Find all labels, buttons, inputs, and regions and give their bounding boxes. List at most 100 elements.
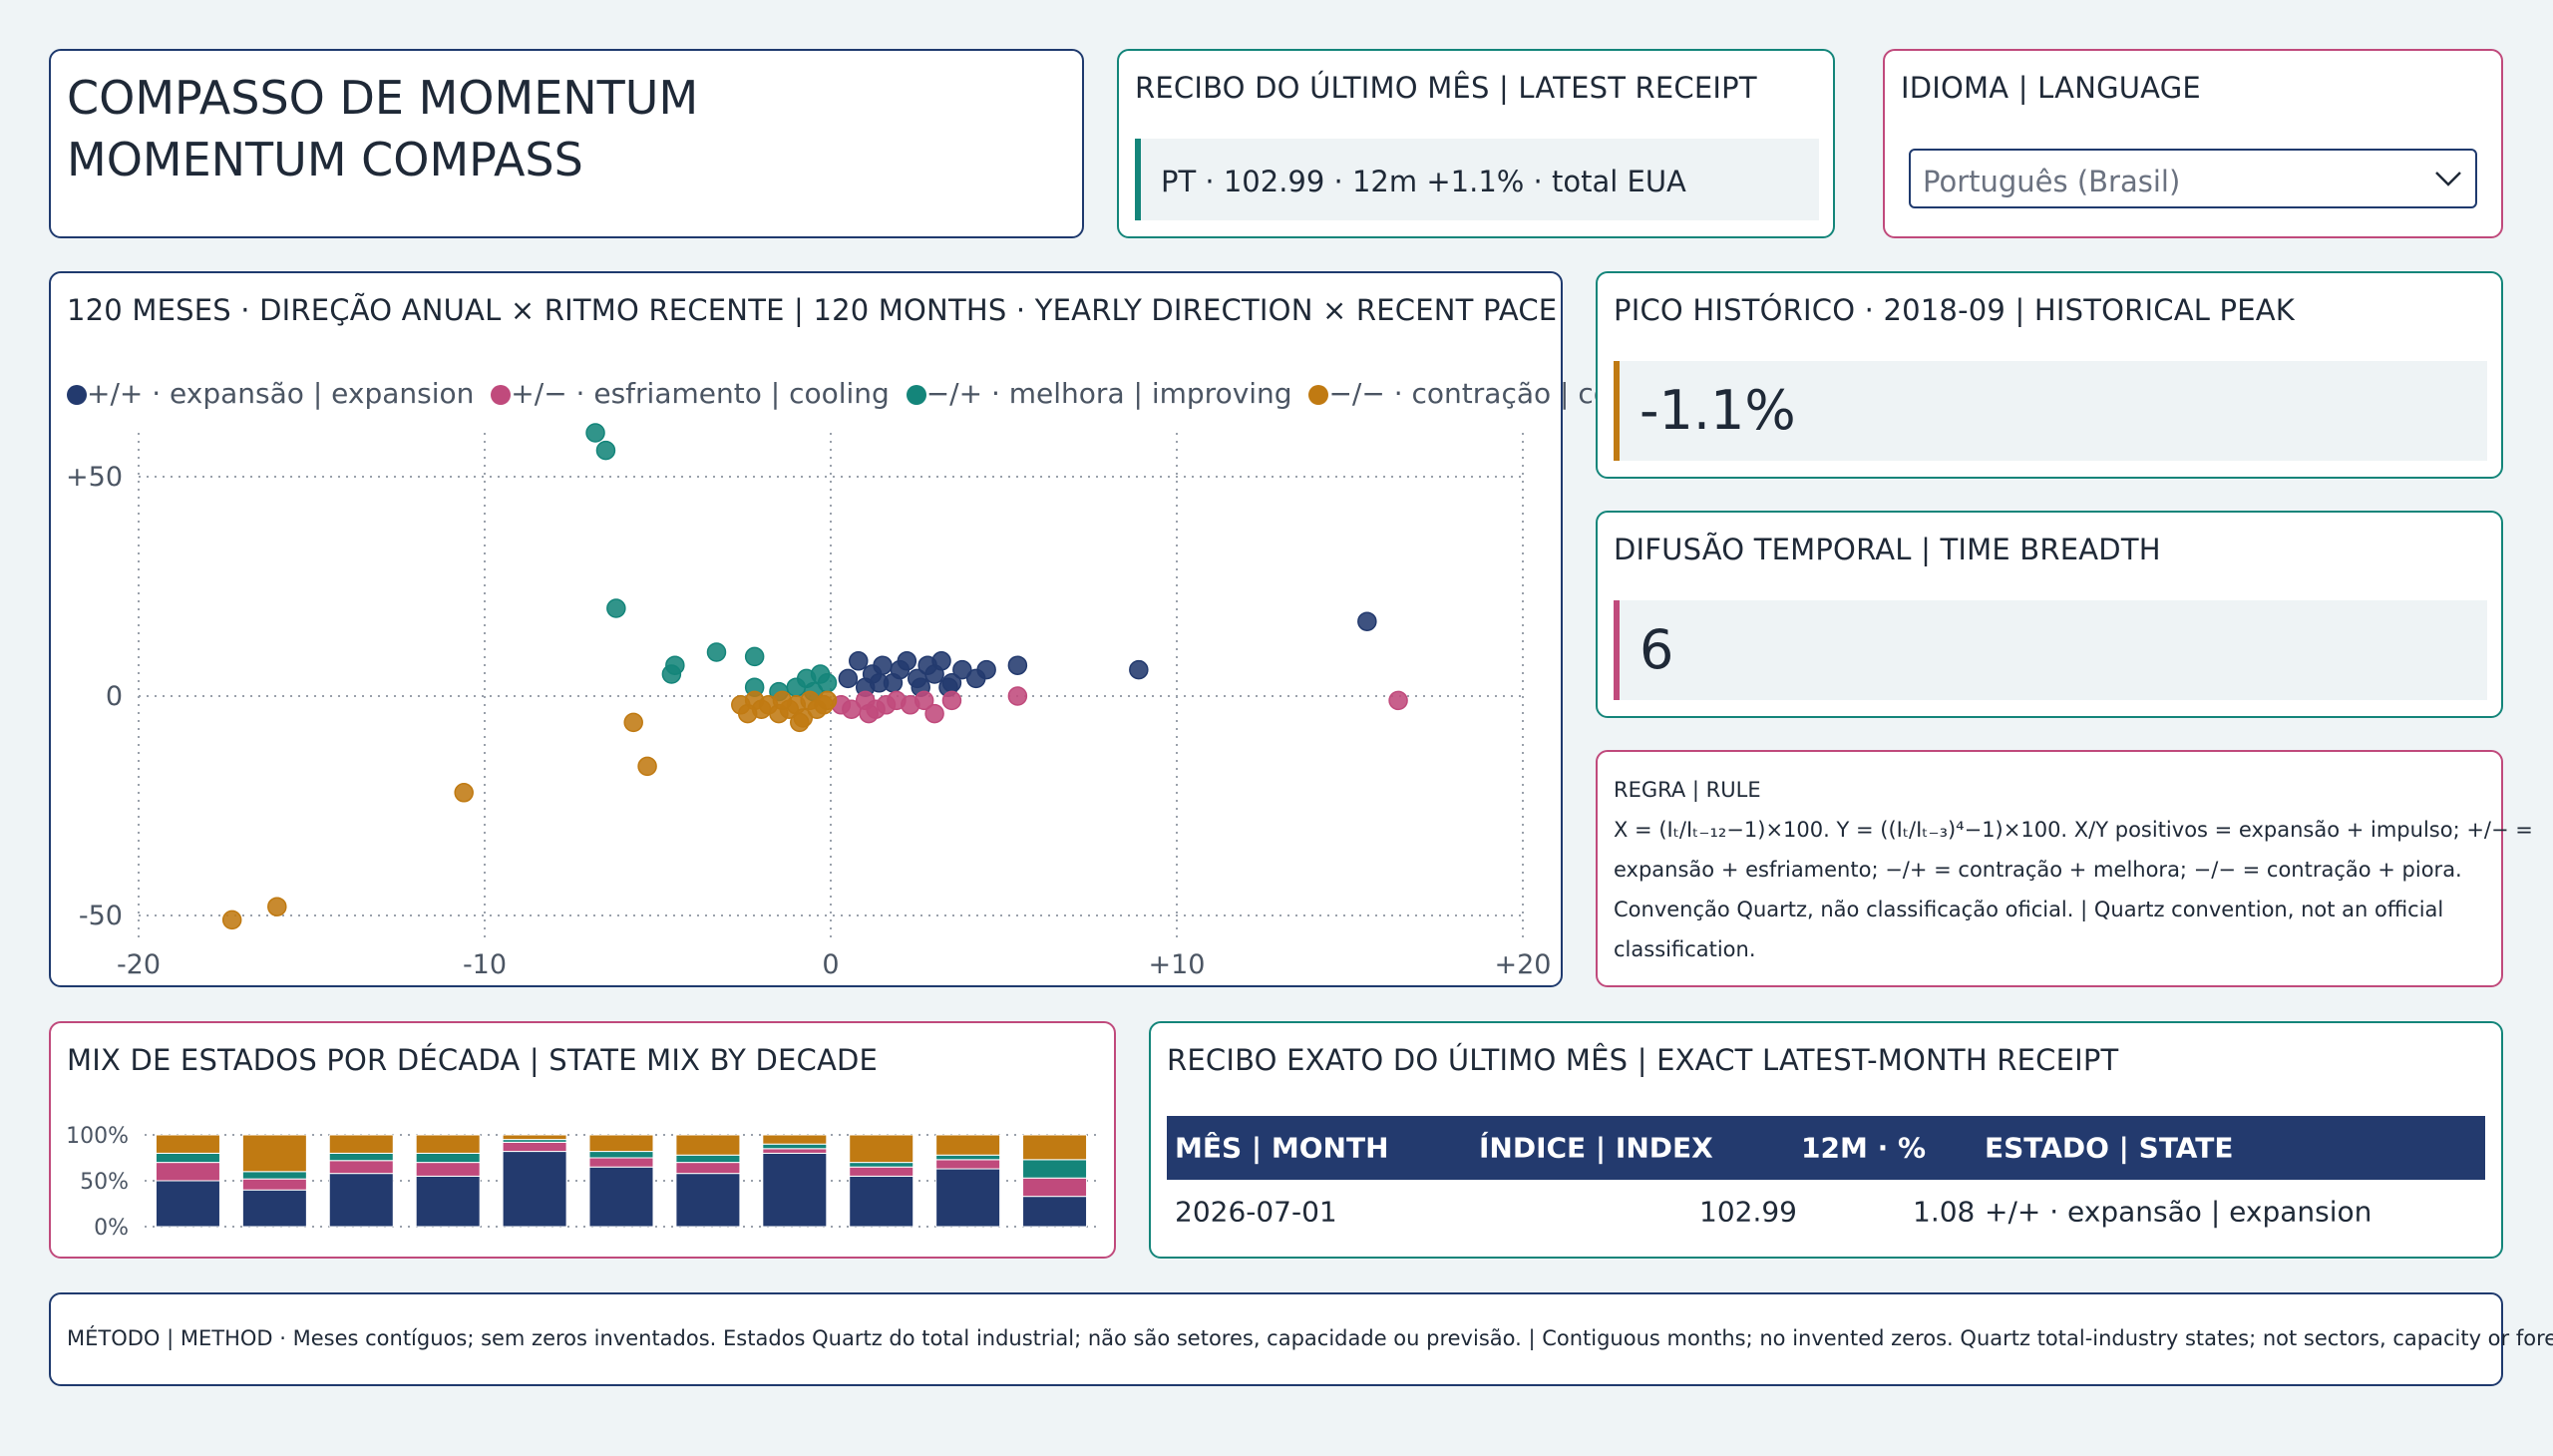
scatter-point <box>1357 611 1377 631</box>
method-card: MÉTODO | METHOD · Meses contíguos; sem z… <box>49 1292 2553 1386</box>
language-card: IDIOMA | LANGUAGE Português (Brasil) <box>1883 49 2503 238</box>
stacked-bar-segment <box>1022 1177 1088 1198</box>
y-tick-label: +50 <box>66 462 123 493</box>
peak-accent <box>1614 361 1620 461</box>
stacked-bar-segment <box>415 1134 481 1154</box>
stacked-bar-segment <box>502 1141 567 1153</box>
stacked-bar-segment <box>1022 1159 1088 1179</box>
scatter-point <box>623 712 643 733</box>
rule-line-4: classification. <box>1614 937 1756 961</box>
rule-line-2: expansão + esfriamento; −/+ = contração … <box>1614 858 2462 882</box>
stacked-bar-segment <box>155 1152 220 1164</box>
breadth-card: DIFUSÃO TEMPORAL | TIME BREADTH 6 <box>1596 511 2503 718</box>
breadth-value: 6 <box>1640 618 1674 681</box>
stacked-bar-segment <box>935 1154 1001 1161</box>
stacked-bar-segment <box>328 1134 394 1154</box>
rule-title: REGRA | RULE <box>1614 778 1761 802</box>
latest-receipt-accent <box>1135 139 1141 220</box>
scatter-point <box>897 651 917 671</box>
legend-dot-contraction <box>1308 385 1329 405</box>
stacked-bar-segment <box>1022 1196 1088 1228</box>
latest-receipt-title: RECIBO DO ÚLTIMO MÊS | LATEST RECEIPT <box>1135 71 1757 105</box>
y-tick-label: 0% <box>94 1216 129 1241</box>
peak-box: -1.1% <box>1614 361 2487 461</box>
stacked-bar-segment <box>762 1143 828 1150</box>
y-tick-label: -50 <box>79 901 123 931</box>
scatter-point <box>737 703 758 724</box>
latest-receipt-card: RECIBO DO ÚLTIMO MÊS | LATEST RECEIPT PT… <box>1117 49 1835 238</box>
cell-state: +/+ · expansão | expansion <box>1985 1195 2372 1229</box>
stacked-bar-segment <box>762 1134 828 1145</box>
stacked-bar-segment <box>502 1134 567 1141</box>
peak-card: PICO HISTÓRICO · 2018-09 | HISTORICAL PE… <box>1596 271 2503 479</box>
x-tick-label: -10 <box>463 949 507 980</box>
language-select[interactable]: Português (Brasil) <box>1909 149 2477 208</box>
cell-12m: 1.08 <box>1913 1195 1976 1229</box>
scatter-point <box>595 440 616 461</box>
stacked-bar-segment <box>588 1166 654 1228</box>
x-tick-label: +10 <box>1149 949 1206 980</box>
scatter-point <box>606 598 626 618</box>
breadth-accent <box>1614 600 1620 700</box>
breadth-box: 6 <box>1614 600 2487 700</box>
stacked-bar-segment <box>588 1157 654 1168</box>
scatter-point <box>221 910 242 930</box>
latest-receipt-box: PT · 102.99 · 12m +1.1% · total EUA <box>1135 139 1819 220</box>
col-index: ÍNDICE | INDEX <box>1479 1131 1713 1165</box>
scatter-point <box>1129 659 1149 680</box>
stacked-bar-segment <box>849 1175 914 1228</box>
stacked-bar-segment <box>415 1175 481 1228</box>
stacked-bar-segment <box>502 1151 567 1228</box>
stacked-bar-segment <box>155 1134 220 1154</box>
stacked-bar-segment <box>935 1159 1001 1170</box>
scatter-point <box>1007 686 1028 706</box>
method-text: MÉTODO | METHOD · Meses contíguos; sem z… <box>67 1326 2553 1350</box>
stacked-bar-segment <box>588 1151 654 1159</box>
chevron-down-icon <box>2435 172 2461 186</box>
peak-title: PICO HISTÓRICO · 2018-09 | HISTORICAL PE… <box>1614 293 2295 327</box>
state-mix-chart: 100% 50% 0% <box>66 1124 1098 1241</box>
scatter-point <box>941 690 962 711</box>
stacked-bar-segment <box>155 1180 220 1228</box>
exact-receipt-title: RECIBO EXATO DO ÚLTIMO MÊS | EXACT LATES… <box>1167 1043 2119 1077</box>
stacked-bar-segment <box>241 1134 307 1173</box>
stacked-bar-segment <box>762 1152 828 1228</box>
scatter-point <box>585 423 605 443</box>
stacked-bar-segment <box>328 1152 394 1162</box>
stacked-bar-segment <box>588 1134 654 1153</box>
table-row: 2026-07-01 102.99 1.08 +/+ · expansão | … <box>1167 1183 2485 1241</box>
stacked-bar-segment <box>675 1173 741 1228</box>
stacked-bar-segment <box>241 1189 307 1228</box>
stacked-bar-segment <box>415 1162 481 1177</box>
scatter-point <box>744 646 765 667</box>
scatter-point <box>976 659 996 680</box>
scatter-point <box>859 703 879 724</box>
scatter-point <box>924 703 944 724</box>
y-tick-label: 50% <box>80 1170 129 1195</box>
scatter-point <box>665 655 685 675</box>
page-title-en: MOMENTUM COMPASS <box>67 133 583 186</box>
col-12m: 12M · % <box>1801 1131 1927 1165</box>
scatter-title: 120 MESES · DIREÇÃO ANUAL × RITMO RECENT… <box>67 293 1558 327</box>
peak-value: -1.1% <box>1640 379 1796 442</box>
cell-month: 2026-07-01 <box>1175 1195 1337 1229</box>
legend-dot-cooling <box>491 385 512 405</box>
stacked-bar-segment <box>849 1134 914 1164</box>
col-state: ESTADO | STATE <box>1985 1131 2234 1165</box>
stacked-bar-segment <box>675 1154 741 1164</box>
stacked-bar-segment <box>935 1168 1001 1228</box>
stacked-bar-segment <box>328 1173 394 1228</box>
stacked-bar-segment <box>849 1162 914 1168</box>
legend-label-cooling: +/− · esfriamento | cooling <box>511 377 890 410</box>
stacked-bar-segment <box>241 1178 307 1191</box>
rule-line-3: Convenção Quartz, não classificação ofic… <box>1614 898 2444 921</box>
rule-card: REGRA | RULE X = (Iₜ/Iₜ₋₁₂−1)×100. Y = (… <box>1596 750 2533 987</box>
scatter-point <box>952 659 972 680</box>
stacked-bar-segment <box>415 1152 481 1164</box>
state-mix-card: MIX DE ESTADOS POR DÉCADA | STATE MIX BY… <box>49 1021 1116 1259</box>
scatter-point <box>869 673 890 693</box>
scatter-point <box>913 690 934 711</box>
x-tick-label: +20 <box>1495 949 1552 980</box>
stacked-bar-segment <box>935 1134 1001 1156</box>
scatter-card: 120 MESES · DIREÇÃO ANUAL × RITMO RECENT… <box>49 271 1654 987</box>
